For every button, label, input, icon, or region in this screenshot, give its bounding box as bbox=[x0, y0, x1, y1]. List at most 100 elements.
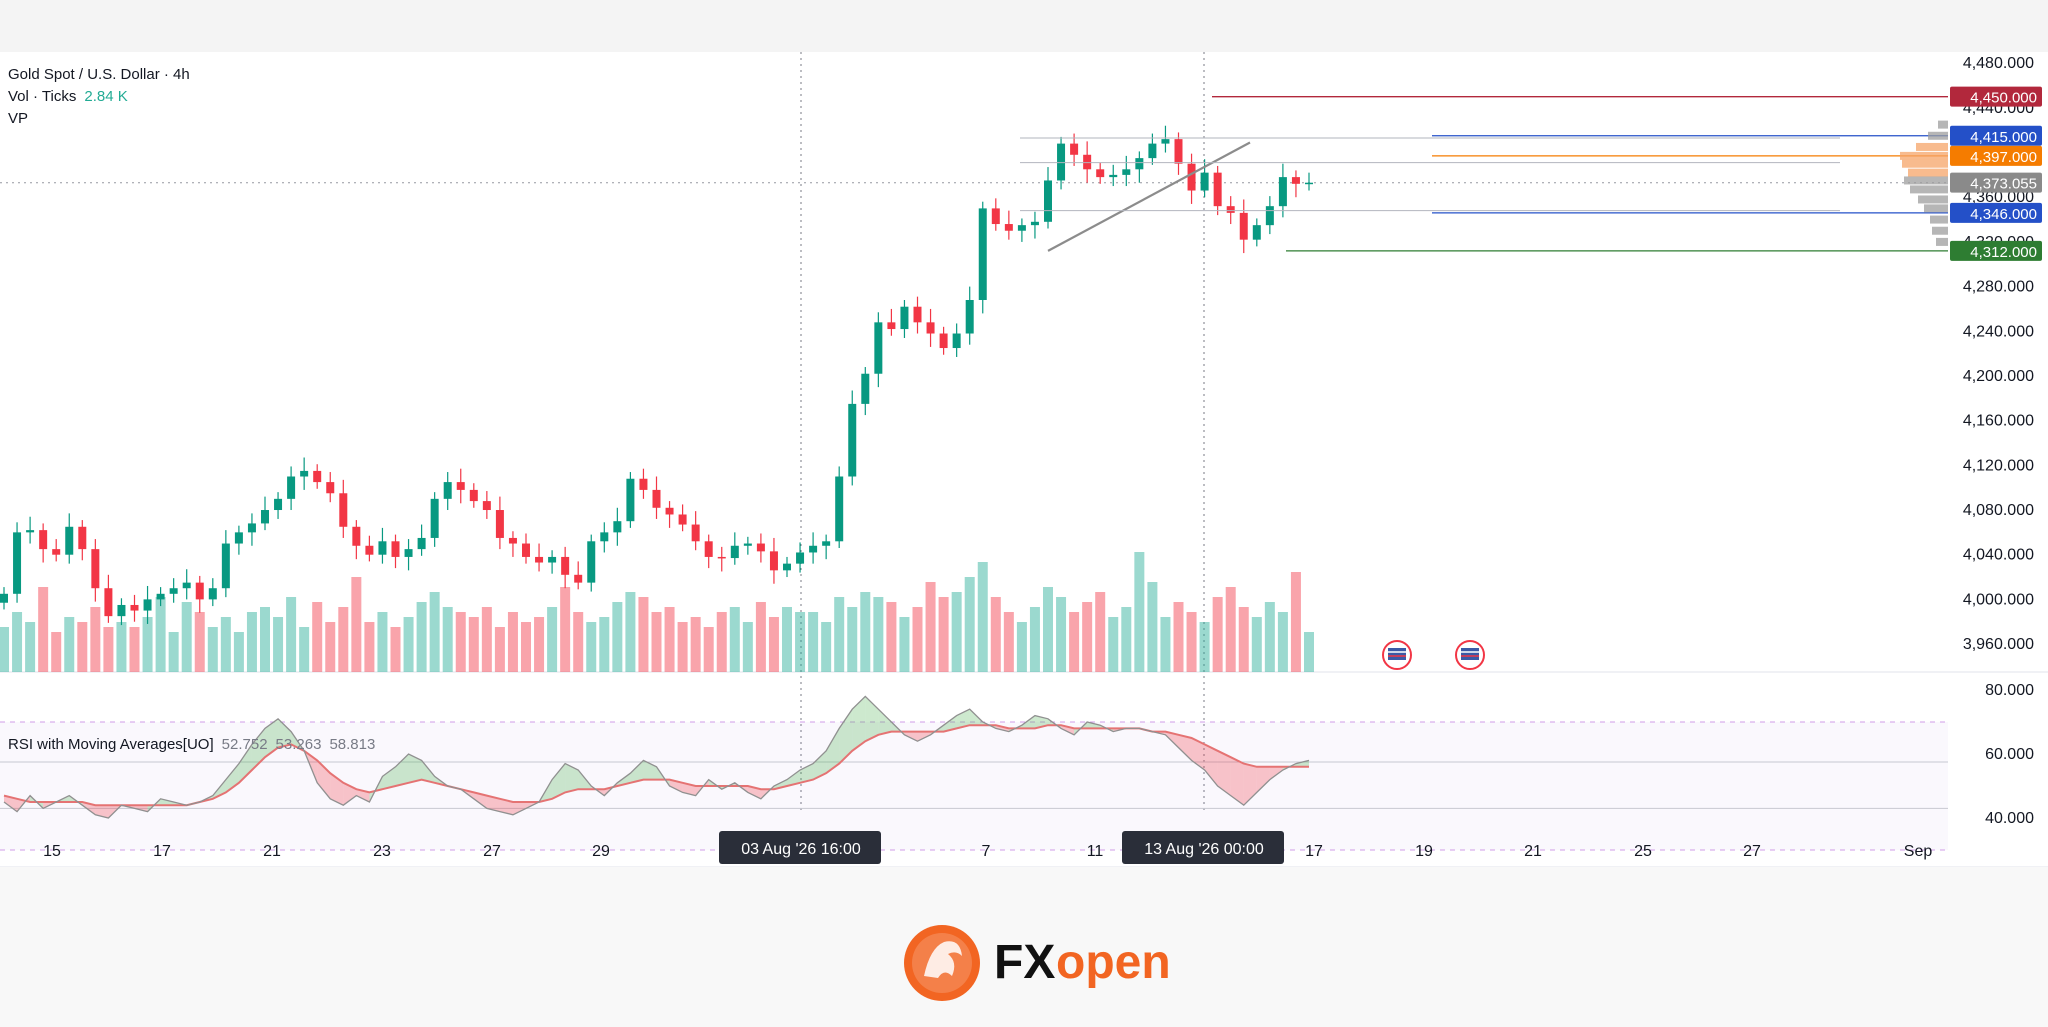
rsi-legend[interactable]: RSI with Moving Averages[UO] 52.752 53.263… bbox=[8, 736, 375, 753]
candle-body bbox=[730, 545, 739, 559]
volume-bar bbox=[742, 622, 753, 672]
price-label-text: 4,415.000 bbox=[1970, 129, 2037, 146]
volume-bar bbox=[351, 577, 362, 672]
candle-body bbox=[809, 545, 818, 553]
candle-body bbox=[1083, 154, 1092, 170]
volume-bar bbox=[273, 617, 284, 672]
volume-bar bbox=[90, 607, 101, 672]
candle-body bbox=[1265, 206, 1274, 226]
vp-label: VP bbox=[8, 110, 29, 127]
candle-body bbox=[456, 482, 465, 490]
volume-bar bbox=[403, 617, 414, 672]
candle-body bbox=[1200, 172, 1209, 191]
rsi-fill-segment bbox=[839, 709, 853, 764]
volume-bar bbox=[233, 632, 244, 672]
volume-bar bbox=[847, 607, 858, 672]
volume-bar bbox=[1304, 632, 1314, 672]
rsi-fill-segment bbox=[1217, 750, 1231, 796]
rsi-fill-segment bbox=[904, 731, 918, 742]
rsi-fill-segment bbox=[878, 709, 892, 735]
rsi-tick-label: 40.000 bbox=[1985, 810, 2034, 827]
volume-profile-bar bbox=[1932, 226, 1948, 235]
volume-legend[interactable]: Vol · Ticks 2.84 K bbox=[8, 88, 128, 105]
price-tick-label: 4,280.000 bbox=[1963, 279, 2034, 296]
rsi-fill-segment bbox=[395, 754, 409, 786]
volume-bar bbox=[1277, 612, 1288, 672]
volume-bar bbox=[1043, 587, 1053, 672]
price-label-text: 4,346.000 bbox=[1970, 206, 2037, 223]
candle-body bbox=[443, 482, 452, 499]
volume-bar bbox=[312, 602, 323, 672]
volume-bar bbox=[690, 617, 701, 672]
volume-bar bbox=[534, 617, 545, 672]
rsi-fill-segment bbox=[421, 760, 435, 783]
candle-body bbox=[913, 306, 922, 323]
candle-body bbox=[743, 543, 752, 546]
candle-body bbox=[574, 574, 583, 583]
volume-bar bbox=[729, 607, 740, 672]
rsi-fill-segment bbox=[787, 770, 801, 786]
volume-bar bbox=[220, 617, 231, 672]
chart-panel[interactable]: 4,480.0004,440.0004,400.0004,360.0004,32… bbox=[0, 52, 2048, 867]
volume-bar bbox=[260, 607, 270, 672]
volume-bar bbox=[1082, 602, 1093, 672]
candle-body bbox=[822, 541, 831, 546]
rsi-fill-segment bbox=[4, 795, 18, 812]
rsi-fill-segment bbox=[852, 696, 866, 751]
candle-body bbox=[352, 526, 361, 546]
volume-bar bbox=[573, 612, 584, 672]
candle-body bbox=[756, 543, 765, 552]
candle-body bbox=[626, 478, 635, 522]
volume-bar bbox=[599, 617, 610, 672]
rsi-fill-segment bbox=[95, 805, 109, 818]
volume-bar bbox=[1264, 602, 1275, 672]
candle-body bbox=[1030, 221, 1039, 226]
rsi-fill-segment bbox=[486, 795, 500, 812]
volume-bar bbox=[860, 592, 871, 672]
rsi-fill-segment bbox=[238, 744, 252, 783]
volume-bar bbox=[547, 607, 558, 672]
price-tick-label: 4,480.000 bbox=[1963, 55, 2034, 72]
svg-text:open: open bbox=[1056, 936, 1171, 989]
volume-bar bbox=[142, 617, 153, 672]
candle-body bbox=[365, 545, 374, 555]
volume-bar bbox=[795, 612, 806, 672]
volume-bar bbox=[808, 612, 819, 672]
candle-body bbox=[274, 498, 283, 511]
price-label-badge bbox=[1950, 125, 2042, 146]
volume-bar bbox=[1134, 552, 1145, 672]
candle-body bbox=[548, 556, 557, 563]
volume-bar bbox=[912, 607, 923, 672]
rsi-fill-segment bbox=[1087, 722, 1101, 729]
volume-bar bbox=[1147, 582, 1158, 672]
candle-body bbox=[600, 532, 609, 542]
rsi-value-1: 52.752 bbox=[221, 736, 268, 753]
volume-bar bbox=[990, 597, 1001, 672]
crosshair-date-badge bbox=[1122, 831, 1284, 864]
price-chart[interactable]: 4,480.0004,440.0004,400.0004,360.0004,32… bbox=[0, 52, 2048, 867]
volume-bar bbox=[664, 607, 675, 672]
volume-bar bbox=[1108, 617, 1119, 672]
candle-body bbox=[482, 501, 491, 511]
candle-body bbox=[430, 498, 439, 538]
volume-bar bbox=[1238, 607, 1249, 672]
candle-body bbox=[1226, 206, 1235, 213]
candle-body bbox=[26, 530, 35, 533]
svg-text:FX: FX bbox=[994, 936, 1055, 989]
candle-body bbox=[887, 322, 896, 330]
volume-bar bbox=[768, 617, 779, 672]
volume-label: Vol · Ticks bbox=[8, 88, 77, 105]
volume-bar bbox=[0, 627, 9, 672]
time-tick-label: 15 bbox=[43, 843, 61, 860]
candle-body bbox=[939, 333, 948, 349]
volume-bar bbox=[116, 622, 127, 672]
volume-bar bbox=[1251, 617, 1262, 672]
time-tick-label: 19 bbox=[1415, 843, 1433, 860]
candle-body bbox=[769, 551, 778, 571]
candle-body bbox=[182, 582, 191, 589]
candle-body bbox=[535, 556, 544, 563]
candle-body bbox=[195, 582, 204, 600]
vp-legend[interactable]: VP bbox=[8, 110, 28, 127]
symbol-legend[interactable]: Gold Spot / U.S. Dollar · 4h bbox=[8, 66, 190, 83]
price-label-badge bbox=[1950, 202, 2042, 223]
